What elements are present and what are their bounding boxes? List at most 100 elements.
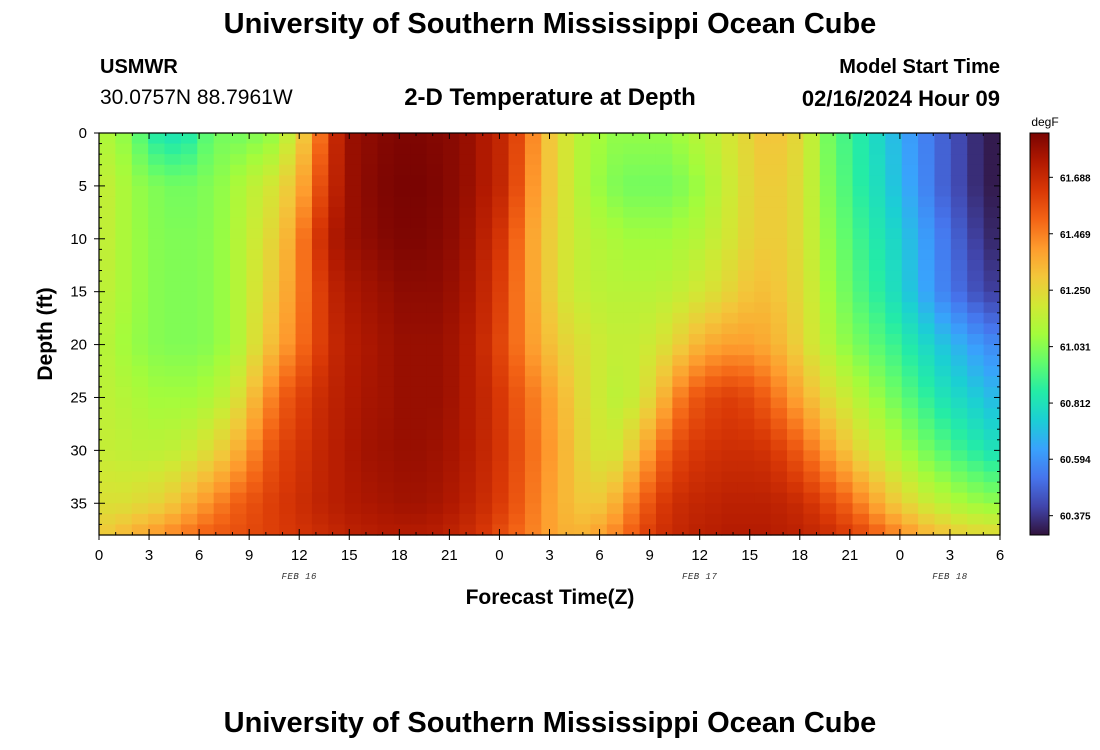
heatmap-cell bbox=[918, 460, 936, 473]
heatmap-cell bbox=[197, 143, 215, 155]
heatmap-cell bbox=[443, 270, 460, 282]
heatmap-cell bbox=[393, 482, 411, 494]
heatmap-cell bbox=[574, 482, 592, 494]
heatmap-cell bbox=[410, 471, 428, 483]
heatmap-cell bbox=[819, 513, 837, 526]
heatmap-cell bbox=[901, 429, 919, 441]
heatmap-cell bbox=[262, 270, 280, 282]
heatmap-cell bbox=[836, 513, 854, 526]
heatmap-cell bbox=[213, 291, 231, 303]
heatmap-cell bbox=[230, 471, 248, 483]
heatmap-cell bbox=[574, 492, 592, 504]
heatmap-cell bbox=[655, 376, 673, 388]
heatmap-cell bbox=[623, 365, 641, 377]
heatmap-cell bbox=[885, 281, 903, 293]
heatmap-cell bbox=[377, 323, 395, 335]
heatmap-cell bbox=[377, 133, 395, 145]
heatmap-cell bbox=[983, 323, 1001, 335]
heatmap-cell bbox=[426, 482, 444, 494]
heatmap-cell bbox=[557, 429, 575, 441]
heatmap-cell bbox=[639, 471, 657, 483]
heatmap-cell bbox=[393, 334, 411, 346]
heatmap-cell bbox=[655, 228, 673, 240]
heatmap-cell bbox=[606, 334, 624, 346]
heatmap-cell bbox=[131, 133, 149, 145]
heatmap-cell bbox=[623, 513, 641, 526]
heatmap-cell bbox=[246, 270, 264, 282]
heatmap-cell bbox=[230, 281, 248, 293]
heatmap-cell bbox=[639, 196, 657, 208]
heatmap-cell bbox=[148, 524, 166, 536]
heatmap-cell bbox=[672, 365, 690, 377]
heatmap-cell bbox=[180, 376, 198, 388]
heatmap-cell bbox=[557, 376, 575, 388]
heatmap-cell bbox=[934, 439, 952, 451]
heatmap-cell bbox=[934, 228, 952, 240]
heatmap-cell bbox=[819, 323, 837, 335]
heatmap-cell bbox=[524, 228, 542, 240]
heatmap-cell bbox=[230, 503, 248, 515]
heatmap-cell bbox=[459, 344, 477, 356]
heatmap-cell bbox=[852, 418, 870, 430]
heatmap-cell bbox=[737, 228, 755, 240]
heatmap-cell bbox=[410, 503, 428, 515]
heatmap-cell bbox=[639, 429, 657, 441]
heatmap-cell bbox=[262, 302, 280, 314]
heatmap-cell bbox=[393, 259, 411, 272]
heatmap-cell bbox=[377, 249, 395, 261]
heatmap-cell bbox=[328, 365, 346, 377]
heatmap-cell bbox=[787, 302, 805, 314]
heatmap-cell bbox=[557, 323, 575, 335]
heatmap-cell bbox=[590, 344, 608, 356]
heatmap-cell bbox=[574, 397, 592, 409]
heatmap-cell bbox=[148, 270, 166, 282]
heatmap-cell bbox=[836, 397, 854, 409]
heatmap-cell bbox=[328, 344, 346, 356]
heatmap-cell bbox=[213, 344, 231, 356]
x-axis: 0 3 6 9 12 15 18 21 0 3 6 9 12 15 18 21 0 3 6 bbox=[95, 133, 1004, 564]
heatmap-cell bbox=[852, 291, 870, 303]
heatmap-cell bbox=[377, 228, 395, 240]
heatmap-cell bbox=[148, 450, 166, 462]
heatmap-cell bbox=[99, 482, 116, 494]
heatmap-cell bbox=[197, 513, 215, 526]
heatmap-cell bbox=[819, 418, 837, 430]
heatmap-cell bbox=[639, 386, 657, 399]
heatmap-cell bbox=[574, 513, 592, 526]
heatmap-cell bbox=[918, 450, 936, 462]
heatmap-cell bbox=[180, 312, 198, 325]
heatmap-cell bbox=[983, 154, 1001, 166]
heatmap-cell bbox=[180, 503, 198, 515]
heatmap-cell bbox=[934, 418, 952, 430]
heatmap-cell bbox=[328, 503, 346, 515]
heatmap-cell bbox=[295, 524, 313, 536]
heatmap-cell bbox=[115, 133, 133, 145]
heatmap-cell bbox=[623, 482, 641, 494]
heatmap-cell bbox=[705, 376, 723, 388]
heatmap-cell bbox=[967, 344, 985, 356]
heatmap-cell bbox=[180, 238, 198, 250]
heatmap-cell bbox=[99, 397, 116, 409]
heatmap-cell bbox=[230, 492, 248, 504]
heatmap-cell bbox=[361, 408, 379, 420]
heatmap-cell bbox=[262, 249, 280, 261]
heatmap-cell bbox=[754, 386, 772, 399]
heatmap-cell bbox=[295, 196, 313, 208]
heatmap-cell bbox=[967, 376, 985, 388]
heatmap-cell bbox=[885, 397, 903, 409]
heatmap-cell bbox=[737, 185, 755, 198]
heatmap-cell bbox=[557, 249, 575, 261]
heatmap-cell bbox=[426, 259, 444, 272]
heatmap-cell bbox=[262, 344, 280, 356]
heatmap-cell bbox=[688, 281, 706, 293]
heatmap-cell bbox=[328, 217, 346, 229]
heatmap-cell bbox=[180, 355, 198, 367]
heatmap-cell bbox=[836, 482, 854, 494]
heatmap-cell bbox=[672, 344, 690, 356]
heatmap-cell bbox=[279, 355, 297, 367]
heatmap-cell bbox=[787, 312, 805, 325]
heatmap-cell bbox=[705, 154, 723, 166]
heatmap-cell bbox=[148, 503, 166, 515]
heatmap-cell bbox=[508, 217, 526, 229]
heatmap-cell bbox=[754, 513, 772, 526]
